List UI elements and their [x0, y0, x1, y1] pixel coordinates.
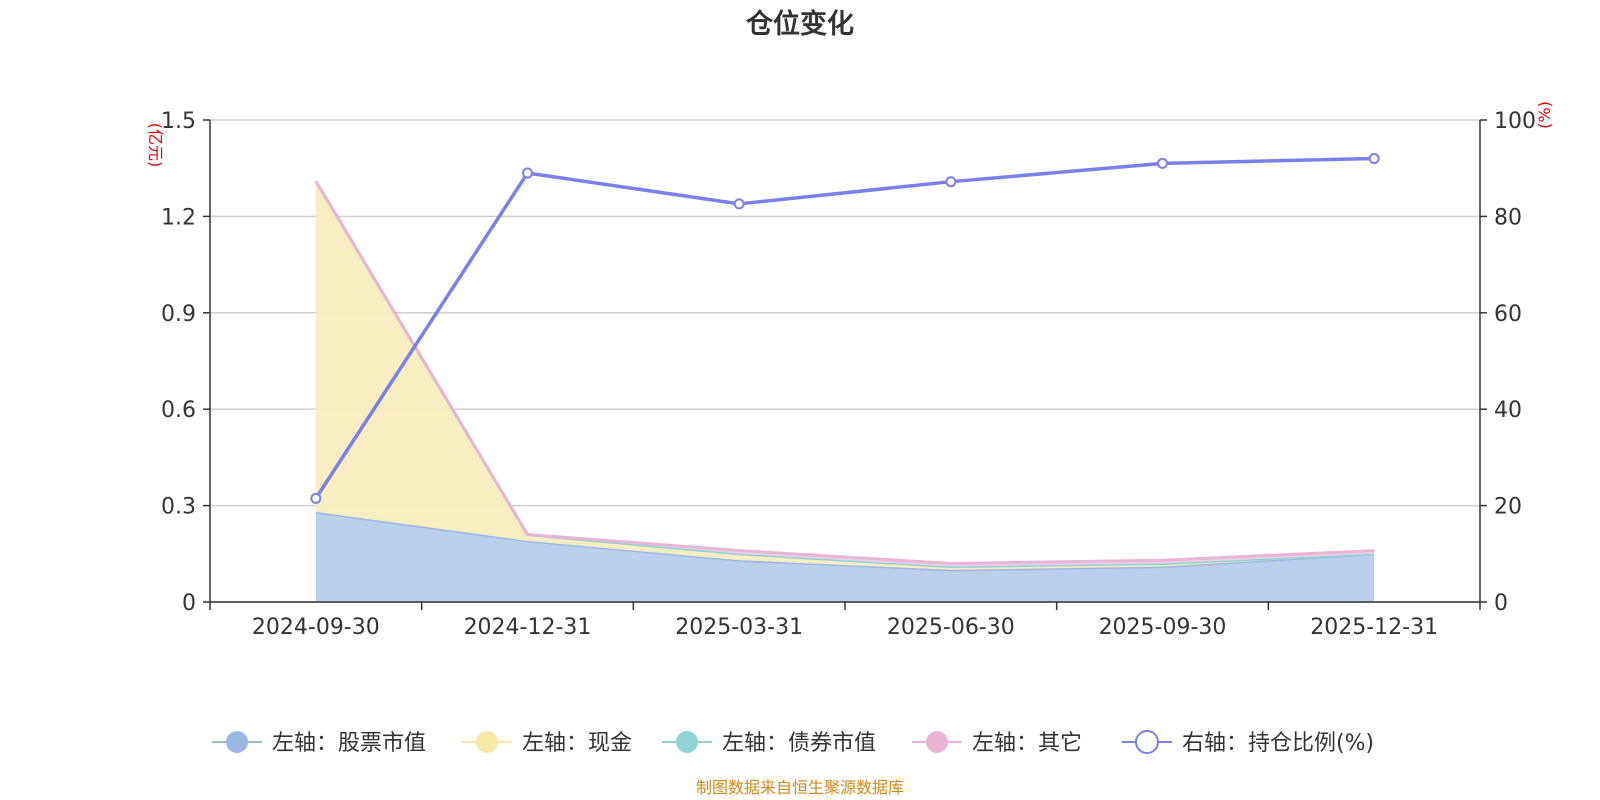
right-axis-unit: (%): [1535, 101, 1554, 129]
left-axis-tick-label: 0: [182, 591, 196, 616]
x-axis-tick-label: 2025-12-31: [1310, 615, 1438, 640]
left-axis-tick-label: 1.2: [161, 205, 196, 230]
right-axis-tick-label: 60: [1494, 302, 1522, 327]
right-axis-tick-label: 40: [1494, 398, 1522, 423]
left-axis-unit: (亿元): [146, 123, 165, 168]
area-fill: [315, 512, 1375, 602]
ratio-point: [310, 492, 322, 504]
legend-label: 左轴：股票市值: [272, 731, 426, 756]
area-fill: [315, 181, 1375, 570]
x-axis-tick-label: 2024-09-30: [252, 615, 380, 640]
legend-marker: [226, 731, 248, 753]
data-source-note: 制图数据来自恒生聚源数据库: [696, 778, 904, 797]
legend-marker: [1135, 730, 1159, 754]
axes: 0 0.3 0.6 0.9 1.2 1.5 0 20 40 60 80 100 2024-09-30 20…: [161, 109, 1536, 640]
x-axis-tick-label: 2024-12-31: [464, 615, 592, 640]
left-axis-tick-label: 1.5: [161, 109, 196, 134]
x-axis-tick-label: 2025-06-30: [887, 615, 1015, 640]
ratio-point: [522, 167, 533, 179]
right-axis-tick-label: 0: [1494, 591, 1508, 616]
ratio-point: [945, 176, 957, 188]
legend-label: 右轴：持仓比例(%): [1182, 731, 1374, 756]
legend-label: 左轴：债券市值: [722, 731, 876, 756]
area-edge: [314, 180, 1375, 565]
ratio-line-series: [310, 153, 1380, 504]
legend-label: 左轴：现金: [522, 731, 632, 756]
x-axis-tick-label: 2025-09-30: [1099, 615, 1227, 640]
legend: 左轴：股票市值 左轴：现金 左轴：债券市值 左轴：其它 右轴：持仓比例(%): [212, 730, 1374, 756]
legend-marker: [476, 731, 498, 753]
legend-label: 左轴：其它: [972, 731, 1082, 756]
left-axis-tick-label: 0.9: [161, 302, 196, 327]
ratio-point: [1368, 153, 1380, 165]
right-axis-tick-label: 20: [1494, 495, 1522, 520]
legend-marker: [676, 731, 698, 753]
ratio-point: [1157, 157, 1168, 169]
ratio-point: [733, 198, 745, 210]
legend-marker: [926, 731, 948, 753]
left-axis-tick-label: 0.6: [161, 398, 196, 423]
right-axis-tick-label: 100: [1494, 109, 1536, 134]
ratio-line: [314, 156, 1375, 500]
left-axis-tick-label: 0.3: [161, 495, 196, 520]
stacked-areas: [314, 180, 1375, 602]
x-axis-tick-label: 2025-03-31: [675, 615, 803, 640]
right-axis-tick-label: 80: [1494, 205, 1522, 230]
chart-title: 仓位变化: [745, 8, 854, 40]
